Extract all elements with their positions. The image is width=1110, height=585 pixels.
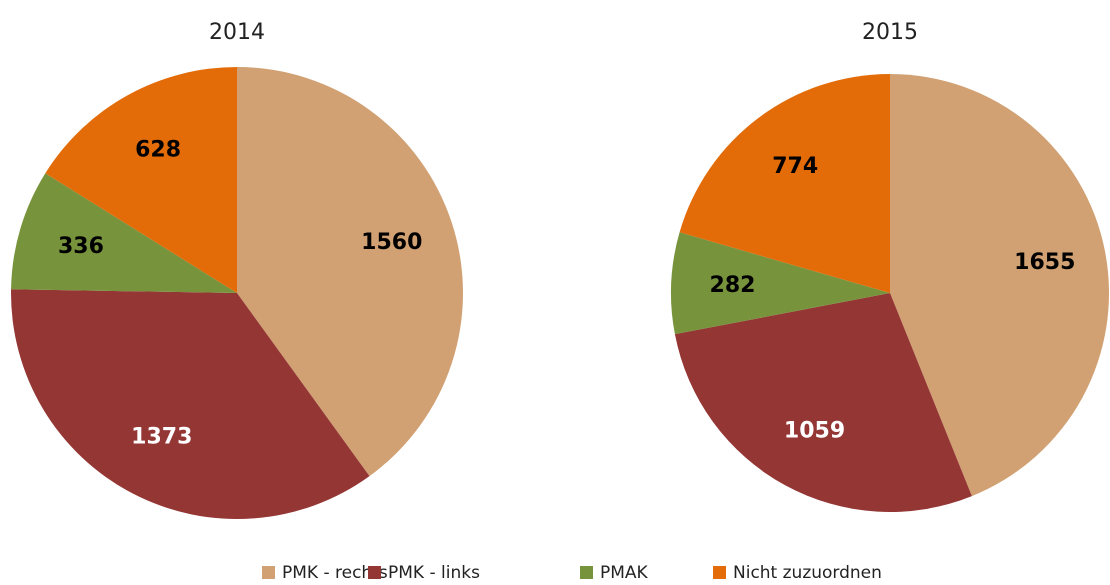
pie-slice bbox=[679, 74, 890, 293]
data-label: 1059 bbox=[784, 418, 845, 443]
pie-slice bbox=[11, 289, 370, 519]
legend-label: PMK - links bbox=[388, 563, 480, 583]
data-label: 628 bbox=[135, 138, 181, 163]
pie-slice bbox=[11, 173, 238, 293]
pie-slice bbox=[674, 293, 972, 512]
pie-slice bbox=[890, 74, 1109, 497]
pie-slice bbox=[670, 232, 890, 335]
data-label: 1655 bbox=[1014, 250, 1075, 275]
pie-slice bbox=[237, 67, 464, 477]
data-label: 1560 bbox=[361, 230, 422, 255]
legend-swatch bbox=[580, 566, 593, 579]
legend-label: Nicht zuzuordnen bbox=[733, 563, 882, 583]
data-label: 774 bbox=[772, 154, 818, 179]
chart-title: 2014 bbox=[209, 20, 265, 45]
legend-swatch bbox=[368, 566, 381, 579]
legend-swatch bbox=[713, 566, 726, 579]
data-label: 282 bbox=[710, 273, 756, 298]
data-label: 1373 bbox=[131, 424, 192, 449]
legend-label: PMAK bbox=[600, 563, 649, 583]
chart-title: 2015 bbox=[862, 20, 918, 45]
pie-slice bbox=[45, 66, 238, 293]
data-label: 336 bbox=[58, 234, 104, 259]
legend-swatch bbox=[262, 566, 275, 579]
legend-label: PMK - rechts bbox=[282, 563, 388, 583]
